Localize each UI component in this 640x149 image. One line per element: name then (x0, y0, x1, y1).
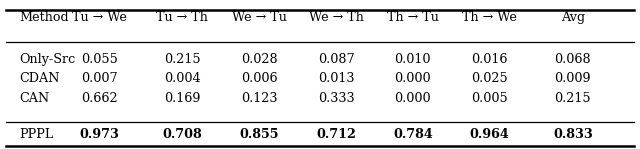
Text: 0.009: 0.009 (554, 72, 591, 86)
Text: 0.964: 0.964 (470, 128, 509, 141)
Text: 0.005: 0.005 (471, 92, 508, 105)
Text: 0.004: 0.004 (164, 72, 201, 86)
Text: 0.662: 0.662 (81, 92, 118, 105)
Text: 0.025: 0.025 (471, 72, 508, 86)
Text: 0.215: 0.215 (554, 92, 591, 105)
Text: 0.712: 0.712 (316, 128, 356, 141)
Text: 0.028: 0.028 (241, 53, 278, 66)
Text: CAN: CAN (19, 92, 49, 105)
Text: 0.215: 0.215 (164, 53, 201, 66)
Text: 0.333: 0.333 (317, 92, 355, 105)
Text: 0.000: 0.000 (394, 72, 431, 86)
Text: 0.010: 0.010 (394, 53, 431, 66)
Text: PPPL: PPPL (19, 128, 54, 141)
Text: Avg: Avg (561, 11, 585, 24)
Text: 0.833: 0.833 (553, 128, 593, 141)
Text: 0.013: 0.013 (317, 72, 355, 86)
Text: 0.007: 0.007 (81, 72, 118, 86)
Text: Tu → Th: Tu → Th (156, 11, 209, 24)
Text: 0.169: 0.169 (164, 92, 201, 105)
Text: 0.973: 0.973 (79, 128, 119, 141)
Text: Th → Tu: Th → Tu (387, 11, 439, 24)
Text: 0.006: 0.006 (241, 72, 278, 86)
Text: 0.016: 0.016 (471, 53, 508, 66)
Text: 0.708: 0.708 (163, 128, 202, 141)
Text: 0.855: 0.855 (239, 128, 279, 141)
Text: Tu → We: Tu → We (72, 11, 127, 24)
Text: Only-Src: Only-Src (19, 53, 76, 66)
Text: Method: Method (19, 11, 69, 24)
Text: We → Tu: We → Tu (232, 11, 287, 24)
Text: CDAN: CDAN (19, 72, 60, 86)
Text: 0.055: 0.055 (81, 53, 118, 66)
Text: 0.000: 0.000 (394, 92, 431, 105)
Text: 0.087: 0.087 (317, 53, 355, 66)
Text: 0.068: 0.068 (554, 53, 591, 66)
Text: Th → We: Th → We (462, 11, 517, 24)
Text: We → Th: We → Th (308, 11, 364, 24)
Text: 0.123: 0.123 (241, 92, 278, 105)
Text: 0.784: 0.784 (393, 128, 433, 141)
